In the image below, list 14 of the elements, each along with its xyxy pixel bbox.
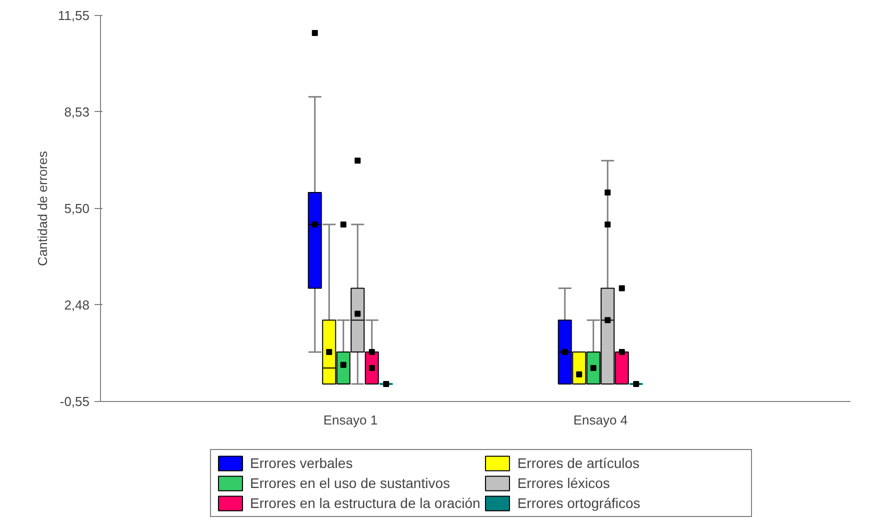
x-tick-label: Ensayo 1 — [323, 412, 378, 428]
legend-label: Errores léxicos — [517, 475, 611, 491]
x-tick-label: Ensayo 4 — [573, 412, 628, 428]
y-axis-title: Cantidad de errores — [34, 150, 50, 266]
legend-label: Errores de artículos — [517, 455, 641, 471]
legend-label: Errores verbales — [250, 455, 354, 471]
y-tick-label: 2,48 — [64, 297, 90, 312]
legend-label: Errores en la estructura de la oración — [250, 495, 480, 511]
y-tick-label: 11,55 — [58, 8, 90, 23]
y-tick-label: -0,55 — [60, 394, 90, 409]
y-tick-label: 5,50 — [64, 201, 90, 216]
legend-label: Errores ortográficos — [517, 495, 642, 511]
legend-label: Errores en el uso de sustantivos — [250, 475, 451, 491]
y-tick-label: 8,53 — [64, 104, 90, 120]
